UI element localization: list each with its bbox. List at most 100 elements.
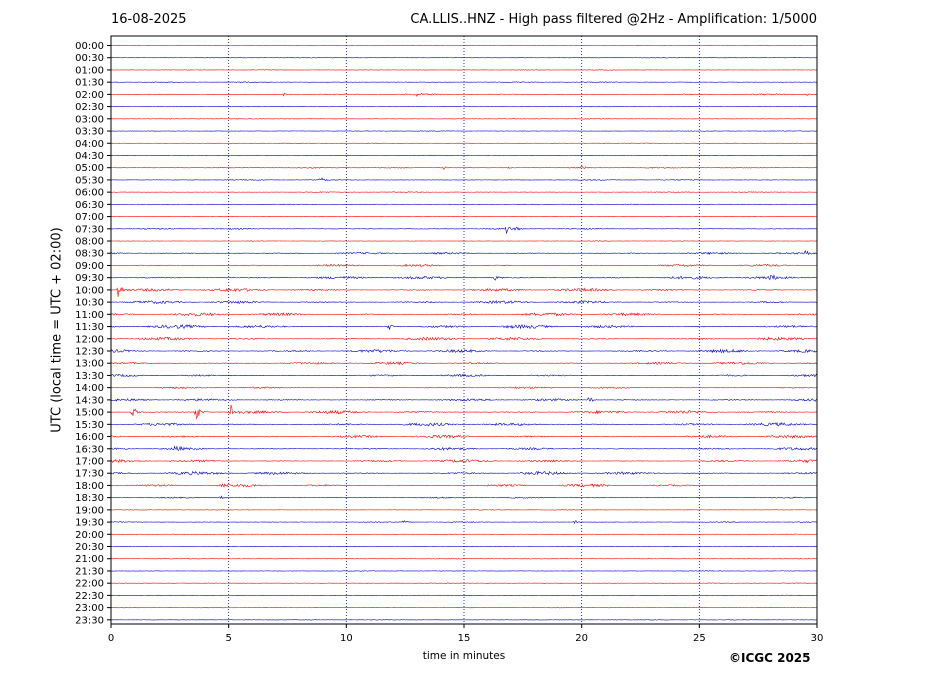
- row-label-11:30: 11:30: [75, 322, 104, 333]
- trace-11:00: [110, 312, 818, 317]
- row-label-09:30: 09:30: [75, 273, 104, 284]
- row-label-07:30: 07:30: [75, 224, 104, 235]
- trace-08:30: [110, 249, 818, 255]
- trace-21:00: [110, 558, 818, 560]
- trace-10:30: [110, 300, 818, 305]
- row-label-20:30: 20:30: [75, 542, 104, 553]
- row-label-17:00: 17:00: [75, 456, 104, 467]
- trace-20:00: [110, 533, 818, 535]
- row-label-10:30: 10:30: [75, 298, 104, 309]
- x-axis-label: time in minutes: [422, 650, 506, 662]
- trace-04:00: [110, 142, 818, 144]
- trace-22:30: [110, 594, 818, 597]
- trace-09:00: [110, 263, 818, 268]
- trace-14:00: [110, 386, 818, 390]
- row-label-04:00: 04:00: [75, 139, 104, 150]
- date-label: 16-08-2025: [111, 12, 187, 27]
- row-label-01:00: 01:00: [75, 65, 104, 76]
- trace-08:00: [110, 240, 818, 242]
- chart-title: CA.LLIS..HNZ - High pass filtered @2Hz -…: [410, 12, 817, 27]
- x-tick-label-30: 30: [811, 633, 824, 644]
- row-label-05:30: 05:30: [75, 175, 104, 186]
- row-label-10:00: 10:00: [75, 285, 104, 296]
- row-label-16:30: 16:30: [75, 444, 104, 455]
- trace-01:30: [110, 81, 818, 83]
- row-label-20:00: 20:00: [75, 530, 104, 541]
- row-label-21:00: 21:00: [75, 554, 104, 565]
- y-axis-label: UTC (local time = UTC + 02:00): [49, 227, 65, 433]
- row-label-03:00: 03:00: [75, 114, 104, 125]
- row-label-13:30: 13:30: [75, 371, 104, 382]
- row-label-06:00: 06:00: [75, 188, 104, 199]
- trace-16:00: [110, 434, 818, 439]
- x-axis-ticks: 0 5 10 15 20 25 30: [108, 624, 824, 644]
- row-label-15:00: 15:00: [75, 408, 104, 419]
- row-label-16:00: 16:00: [75, 432, 104, 443]
- trace-23:00: [110, 606, 818, 609]
- trace-17:30: [110, 470, 818, 476]
- trace-11:30: [110, 324, 818, 330]
- x-tick-label-10: 10: [340, 633, 353, 644]
- trace-14:30: [110, 397, 818, 402]
- row-label-19:30: 19:30: [75, 518, 104, 529]
- trace-07:00: [110, 215, 817, 218]
- row-label-18:30: 18:30: [75, 493, 104, 504]
- trace-15:00: [110, 404, 818, 420]
- row-label-08:00: 08:00: [75, 237, 104, 248]
- trace-06:30: [110, 203, 818, 206]
- row-label-04:30: 04:30: [75, 151, 104, 162]
- x-tick-label-25: 25: [693, 633, 706, 644]
- row-label-08:30: 08:30: [75, 249, 104, 260]
- row-label-02:30: 02:30: [75, 102, 104, 113]
- trace-02:30: [110, 105, 818, 108]
- row-label-22:00: 22:00: [75, 579, 104, 590]
- row-label-03:30: 03:30: [75, 127, 104, 138]
- trace-07:30: [110, 226, 818, 235]
- row-label-01:30: 01:30: [75, 78, 104, 89]
- row-label-07:00: 07:00: [75, 212, 104, 223]
- row-label-23:30: 23:30: [75, 615, 104, 626]
- trace-02:00: [110, 92, 818, 98]
- row-label-18:00: 18:00: [75, 481, 104, 492]
- trace-09:30: [110, 274, 818, 281]
- row-label-14:30: 14:30: [75, 395, 104, 406]
- trace-15:30: [110, 421, 818, 427]
- trace-18:30: [110, 495, 818, 499]
- row-label-00:30: 00:30: [75, 53, 104, 64]
- row-label-13:00: 13:00: [75, 359, 104, 370]
- trace-18:00: [110, 483, 818, 488]
- x-tick-label-5: 5: [225, 633, 231, 644]
- plot-frame: [110, 35, 818, 625]
- trace-00:00: [110, 44, 818, 47]
- trace-12:00: [110, 336, 818, 341]
- trace-23:30: [110, 619, 818, 621]
- trace-20:30: [110, 545, 818, 548]
- trace-21:30: [110, 570, 818, 572]
- trace-12:30: [110, 348, 818, 354]
- trace-17:00: [110, 458, 818, 464]
- trace-22:00: [110, 582, 818, 584]
- trace-13:00: [110, 361, 818, 366]
- trace-13:30: [110, 373, 818, 378]
- row-label-14:00: 14:00: [75, 383, 104, 394]
- x-tick-label-20: 20: [575, 633, 588, 644]
- row-label-06:30: 06:30: [75, 200, 104, 211]
- trace-03:30: [110, 130, 818, 132]
- trace-19:00: [110, 509, 818, 511]
- trace-19:30: [110, 520, 818, 525]
- row-label-05:00: 05:00: [75, 163, 104, 174]
- row-label-12:00: 12:00: [75, 334, 104, 345]
- vertical-gridlines: [228, 36, 700, 624]
- trace-16:30: [110, 445, 818, 452]
- row-label-19:00: 19:00: [75, 505, 104, 516]
- trace-10:00: [110, 286, 818, 297]
- x-tick-label-0: 0: [108, 633, 114, 644]
- row-label-11:00: 11:00: [75, 310, 104, 321]
- trace-03:00: [110, 118, 818, 120]
- row-label-21:30: 21:30: [75, 566, 104, 577]
- row-label-23:00: 23:00: [75, 603, 104, 614]
- row-label-22:30: 22:30: [75, 591, 104, 602]
- row-label-00:00: 00:00: [75, 41, 104, 52]
